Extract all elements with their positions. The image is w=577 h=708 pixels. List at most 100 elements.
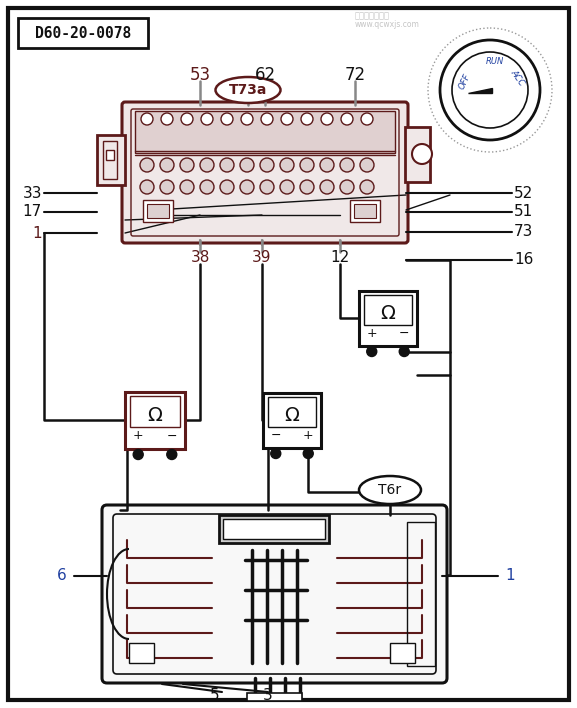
Bar (407, 522, 435, 666)
FancyBboxPatch shape (102, 505, 447, 683)
Bar (125, 392, 185, 448)
Circle shape (167, 450, 177, 459)
Text: 5: 5 (210, 687, 220, 702)
Circle shape (260, 180, 274, 194)
Bar (103, 141, 117, 179)
Circle shape (320, 180, 334, 194)
Text: −: − (399, 327, 410, 340)
Circle shape (271, 448, 281, 459)
Circle shape (399, 346, 409, 357)
Text: 17: 17 (23, 205, 42, 219)
Circle shape (340, 158, 354, 172)
Circle shape (133, 450, 143, 459)
Circle shape (240, 180, 254, 194)
Circle shape (340, 180, 354, 194)
Text: 52: 52 (514, 185, 533, 200)
Text: +: + (366, 327, 377, 340)
Text: 1: 1 (505, 569, 515, 583)
Circle shape (300, 180, 314, 194)
Circle shape (140, 158, 154, 172)
Bar (219, 515, 329, 543)
Circle shape (261, 113, 273, 125)
Bar (147, 204, 169, 218)
Text: T73a: T73a (229, 83, 267, 97)
Text: Ω: Ω (148, 406, 163, 425)
Text: 汽车维修技术网: 汽车维修技术网 (355, 11, 390, 20)
Bar (364, 295, 412, 325)
Circle shape (280, 180, 294, 194)
Text: 72: 72 (344, 66, 366, 84)
Polygon shape (468, 88, 492, 93)
Text: OFF: OFF (458, 73, 473, 91)
Circle shape (280, 158, 294, 172)
Bar (130, 396, 180, 427)
Circle shape (452, 52, 528, 128)
Bar (97, 135, 125, 185)
Circle shape (321, 113, 333, 125)
Text: D60-20-0078: D60-20-0078 (35, 26, 131, 42)
Bar (129, 643, 154, 663)
Text: 51: 51 (514, 205, 533, 219)
Bar (143, 200, 173, 222)
Circle shape (180, 158, 194, 172)
Text: ACC: ACC (509, 68, 527, 88)
Text: 3: 3 (263, 687, 273, 702)
Text: 38: 38 (190, 251, 209, 266)
Bar (223, 519, 325, 539)
Circle shape (300, 158, 314, 172)
Text: 6: 6 (57, 569, 67, 583)
Bar (359, 290, 417, 346)
Bar (390, 643, 415, 663)
Bar (135, 111, 395, 153)
Circle shape (160, 180, 174, 194)
Circle shape (241, 113, 253, 125)
Circle shape (200, 158, 214, 172)
Text: 16: 16 (514, 253, 533, 268)
Text: −: − (167, 430, 177, 442)
Circle shape (304, 448, 313, 459)
Text: −: − (271, 429, 281, 442)
Circle shape (200, 180, 214, 194)
Text: RUN: RUN (486, 57, 504, 67)
Text: 1: 1 (32, 226, 42, 241)
Text: 12: 12 (331, 251, 350, 266)
Circle shape (301, 113, 313, 125)
Circle shape (440, 40, 540, 140)
Text: www.qcwxjs.com: www.qcwxjs.com (355, 20, 420, 29)
Text: 53: 53 (189, 66, 211, 84)
Circle shape (361, 113, 373, 125)
Circle shape (360, 158, 374, 172)
Circle shape (360, 180, 374, 194)
Circle shape (141, 113, 153, 125)
Bar (247, 693, 302, 701)
Ellipse shape (215, 77, 280, 103)
Circle shape (180, 180, 194, 194)
Circle shape (161, 113, 173, 125)
FancyBboxPatch shape (122, 102, 408, 243)
Circle shape (281, 113, 293, 125)
Text: 39: 39 (252, 251, 272, 266)
Bar (350, 200, 380, 222)
Bar (18, 18, 148, 48)
Bar (106, 150, 114, 160)
Circle shape (221, 113, 233, 125)
Bar (354, 204, 376, 218)
Circle shape (428, 28, 552, 152)
Text: 73: 73 (514, 224, 533, 239)
Bar (263, 392, 321, 447)
Text: +: + (303, 429, 313, 442)
Text: 33: 33 (23, 185, 42, 200)
Circle shape (320, 158, 334, 172)
Circle shape (367, 346, 377, 357)
Text: +: + (133, 430, 144, 442)
Text: T6r: T6r (379, 483, 402, 497)
Ellipse shape (359, 476, 421, 504)
Circle shape (220, 180, 234, 194)
Circle shape (140, 180, 154, 194)
Text: Ω: Ω (284, 406, 299, 425)
Circle shape (201, 113, 213, 125)
Circle shape (240, 158, 254, 172)
Circle shape (341, 113, 353, 125)
Text: Ω: Ω (381, 304, 395, 323)
Text: 62: 62 (254, 66, 276, 84)
